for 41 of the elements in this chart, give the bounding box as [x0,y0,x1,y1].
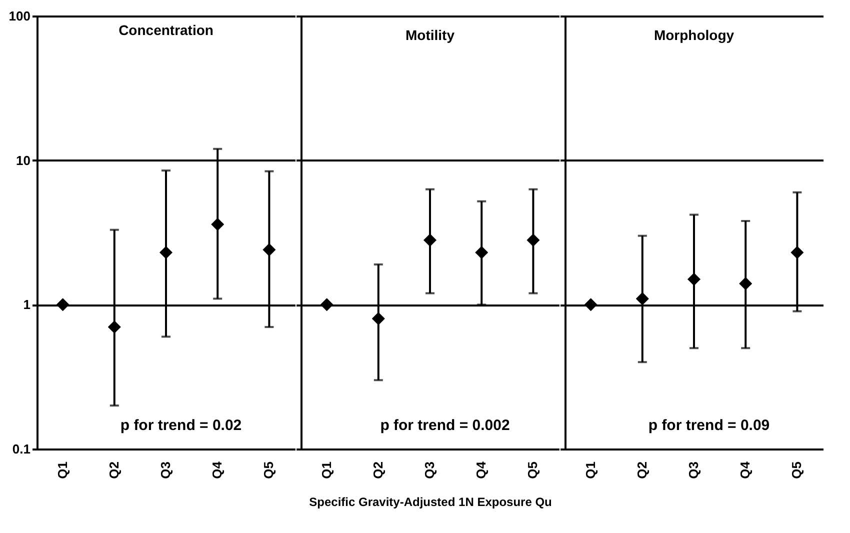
y-tick-label: 1 [23,297,30,312]
point [423,234,437,247]
annotation: p for trend = 0.02 [120,417,242,434]
text: Motility [406,27,455,43]
annotation: p for trend = 0.002 [380,417,510,434]
chart-title: Concentration [118,22,214,38]
point [159,246,173,259]
x-tick-label: Q2 [106,462,122,479]
point [790,246,804,259]
y-tick-label: 0.1 [12,442,30,456]
x-tick-label: Q3 [422,462,437,479]
annotation: p for trend = 0.09 [648,417,770,434]
point [739,277,752,290]
x-tick-label: Q4 [474,460,489,479]
point [636,292,649,306]
y-tick-label: 10 [16,152,30,168]
point [320,298,334,312]
x-tick-label: Q5 [789,462,804,479]
x-tick-label: Q3 [158,462,173,479]
x-axis-title: Specific Gravity-Adjusted 1N Exposure Qu [309,494,552,509]
point [584,298,598,312]
point [687,272,701,286]
point [372,312,385,326]
point [108,320,121,334]
x-tick-label: Q2 [370,462,386,479]
x-tick-label: Q1 [318,462,334,479]
point [211,218,224,231]
x-tick-label: Q4 [738,460,753,479]
x-tick-label: Q5 [525,462,540,479]
x-tick-label: Q2 [634,462,650,479]
y-tick-label: 100 [8,8,30,24]
x-tick-label: Q5 [261,462,276,479]
point [262,243,276,256]
x-tick-label: Q4 [210,460,225,479]
x-tick-label: Q1 [582,462,598,479]
text: Morphology [654,27,734,43]
x-tick-label: Q3 [686,462,701,479]
x-tick-label: Q1 [54,462,70,479]
point [526,234,540,247]
point [475,246,488,259]
point [56,298,70,312]
